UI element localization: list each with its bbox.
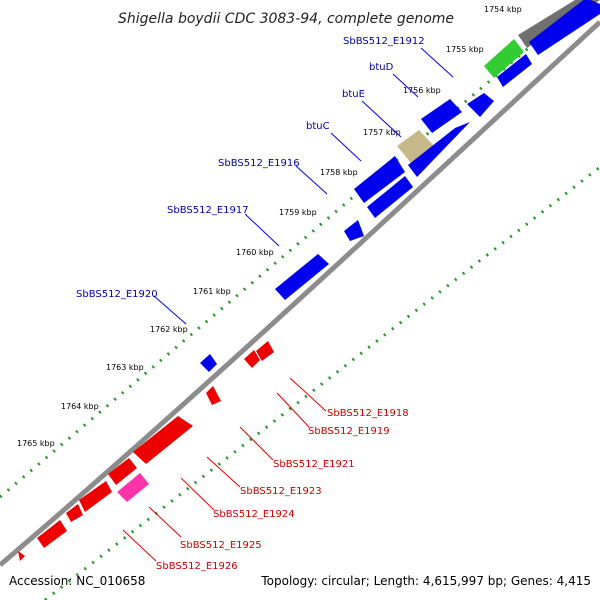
label-leader-line — [148, 506, 182, 538]
gene-arrow — [256, 341, 274, 361]
gene-arrow — [108, 458, 137, 485]
label-leader-line — [239, 426, 274, 461]
gene-label-forward: SbBS512_E1917 — [167, 205, 249, 216]
gene-label-reverse: SbBS512_E1925 — [180, 540, 262, 551]
genome-summary-text: Topology: circular; Length: 4,615,997 bp… — [261, 574, 591, 588]
kbp-tick-label: 1757 kbp — [363, 128, 401, 137]
map-title: Shigella boydii CDC 3083-94, complete ge… — [118, 11, 454, 27]
gene-label-reverse: SbBS512_E1926 — [156, 561, 238, 572]
gene-label-forward: SbBS512_E1912 — [343, 36, 425, 47]
gene-arrow — [467, 93, 494, 117]
reverse-strand-features — [18, 341, 274, 561]
genome-backbone — [0, 20, 600, 567]
label-leader-line — [122, 529, 157, 562]
gene-arrow — [275, 254, 329, 300]
gene-arrow — [344, 220, 364, 241]
gene-arrow — [367, 176, 413, 218]
gene-label-forward: btuD — [369, 62, 394, 73]
label-leader-line — [244, 213, 280, 247]
gene-arrow — [133, 416, 193, 464]
label-leader-line — [392, 73, 419, 98]
gene-arrow — [408, 122, 470, 177]
label-leader-line — [420, 47, 454, 78]
inner-blue-features — [367, 54, 532, 218]
gene-label-reverse: SbBS512_E1921 — [273, 459, 355, 470]
gene-label-forward: SbBS512_E1920 — [76, 289, 158, 300]
gene-arrow — [37, 520, 67, 548]
gene-arrow — [66, 504, 83, 522]
label-leader-line — [276, 392, 310, 428]
label-leader-line — [361, 100, 402, 138]
kbp-tick-labels: 1754 kbp 1755 kbp 1756 kbp 1757 kbp 1758… — [17, 5, 522, 448]
gene-arrow — [18, 551, 25, 561]
kbp-tick-label: 1754 kbp — [484, 5, 522, 14]
kbp-tick-label: 1756 kbp — [403, 86, 441, 95]
inner-tick-track — [44, 165, 600, 600]
gene-arrow — [354, 156, 405, 203]
label-leader-line — [295, 165, 328, 195]
highlight-gene-arrow — [117, 473, 149, 502]
gene-label-reverse: SbBS512_E1923 — [240, 486, 322, 497]
reverse-gene-labels: SbBS512_E1918 SbBS512_E1919 SbBS512_E192… — [122, 377, 409, 572]
kbp-tick-label: 1761 kbp — [193, 287, 231, 296]
highlight-gene-arrow — [397, 130, 434, 163]
label-leader-line — [180, 477, 215, 511]
gene-arrow — [421, 99, 462, 133]
forward-gene-labels: SbBS512_E1912 btuD btuE btuC SbBS512_E19… — [76, 36, 454, 325]
gene-arrow — [497, 54, 532, 87]
accession-text: Accession: NC_010658 — [9, 574, 146, 588]
gene-arrow — [529, 0, 600, 55]
gene-arrow — [244, 350, 260, 368]
label-leader-line — [330, 132, 362, 162]
gene-arrow — [200, 354, 217, 372]
label-leader-line — [153, 295, 187, 325]
forward-strand-features — [200, 0, 600, 372]
label-leader-line — [206, 456, 241, 488]
gene-arrow — [79, 481, 112, 512]
gene-label-forward: btuE — [342, 89, 365, 100]
gene-label-reverse: SbBS512_E1924 — [213, 509, 295, 520]
kbp-tick-label: 1763 kbp — [106, 363, 144, 372]
kbp-tick-label: 1760 kbp — [236, 248, 274, 257]
label-leader-line — [289, 377, 327, 412]
kbp-tick-label: 1755 kbp — [446, 45, 484, 54]
gene-label-forward: btuC — [306, 121, 330, 132]
gene-label-forward: SbBS512_E1916 — [218, 158, 300, 169]
kbp-tick-label: 1765 kbp — [17, 439, 55, 448]
gene-label-reverse: SbBS512_E1919 — [308, 426, 390, 437]
highlight-gene-arrow — [484, 39, 524, 78]
gene-label-reverse: SbBS512_E1918 — [327, 408, 409, 419]
kbp-tick-label: 1764 kbp — [61, 402, 99, 411]
kbp-tick-label: 1759 kbp — [279, 208, 317, 217]
kbp-tick-label: 1762 kbp — [150, 325, 188, 334]
kbp-tick-label: 1758 kbp — [320, 168, 358, 177]
gene-arrow — [206, 386, 221, 405]
